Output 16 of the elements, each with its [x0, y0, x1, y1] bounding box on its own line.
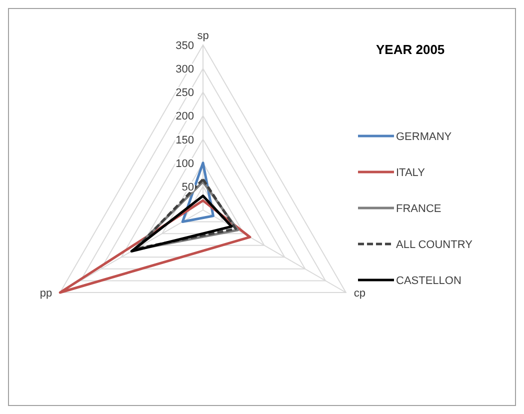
- legend-label: GERMANY: [396, 131, 452, 143]
- y-tick-label: 100: [176, 158, 194, 170]
- y-tick-label: 50: [182, 181, 194, 194]
- legend-label: ITALY: [396, 167, 426, 179]
- y-tick-label: 200: [176, 110, 194, 123]
- legend-label: ALL COUNTRY: [396, 239, 474, 251]
- spoke-label: sp: [197, 30, 209, 42]
- spoke-label: cp: [354, 288, 366, 300]
- y-tick-label: 150: [176, 134, 194, 146]
- y-tick-label: 350: [176, 40, 194, 52]
- legend-label: CASTELLON: [396, 275, 462, 287]
- spoke-label: pp: [40, 288, 52, 300]
- legend-label: FRANCE: [396, 203, 442, 215]
- y-tick-label: 300: [176, 64, 194, 76]
- text: YEAR 2005: [376, 42, 445, 57]
- y-tick-label: 250: [176, 87, 194, 100]
